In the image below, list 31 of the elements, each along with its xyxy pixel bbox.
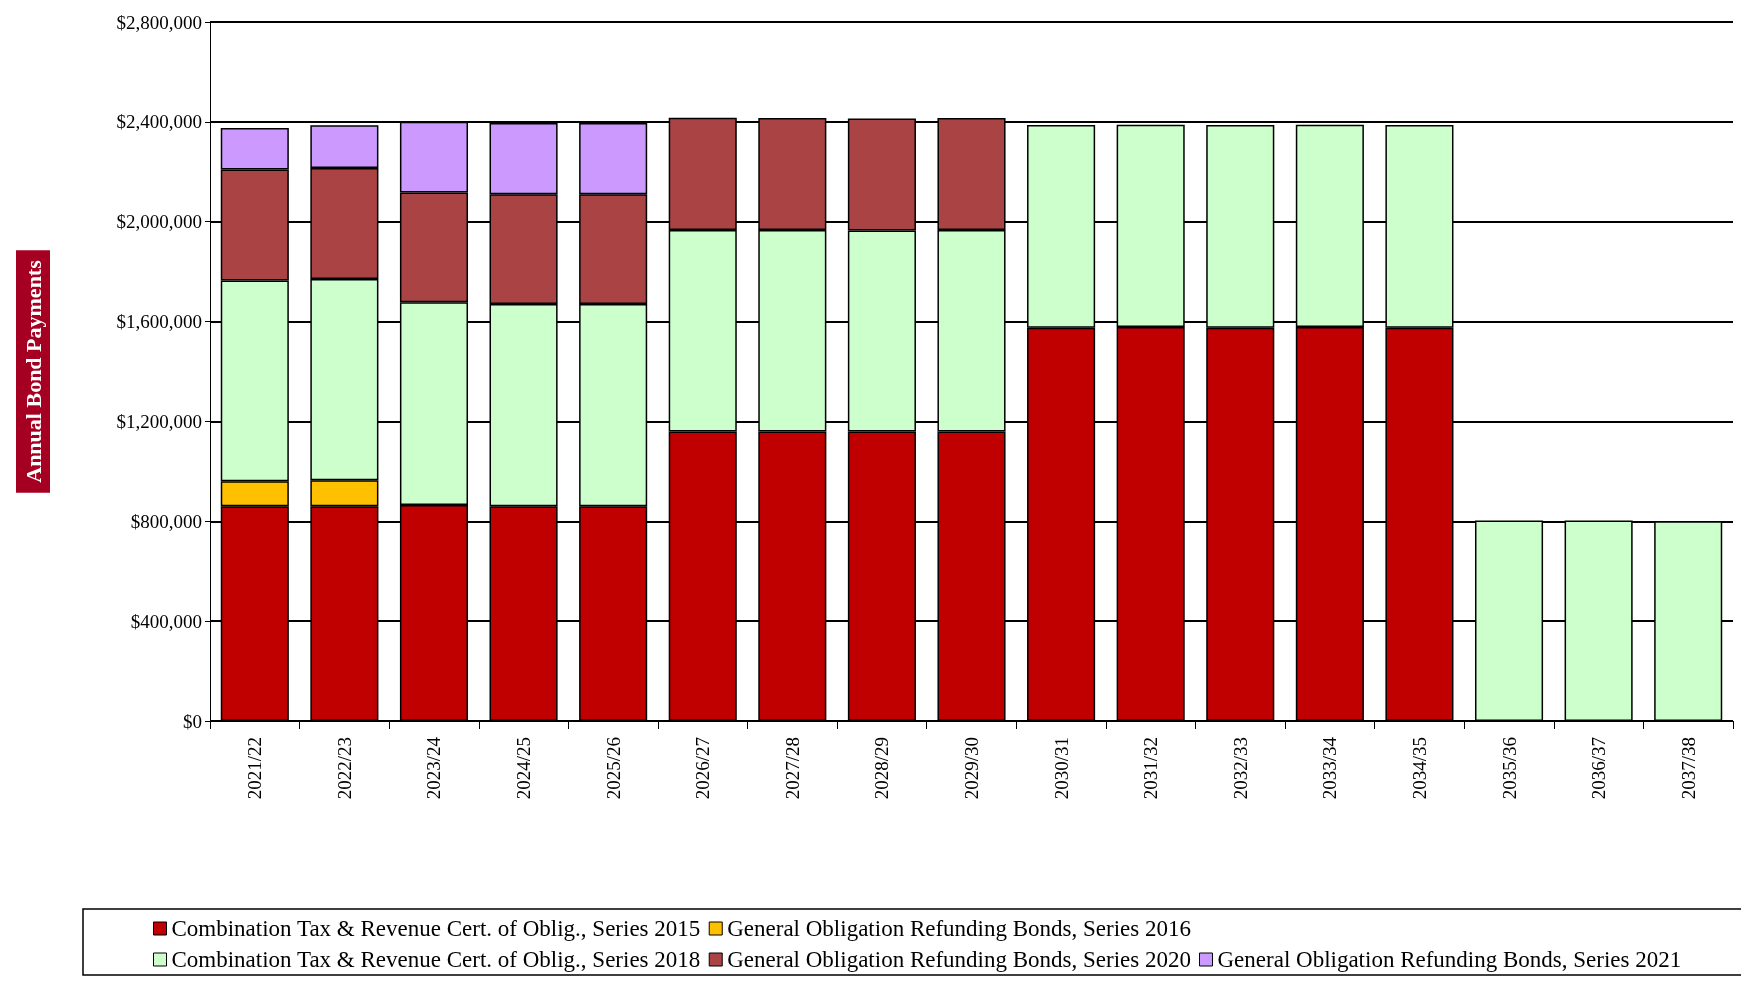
x-tick-label: 2027/28 (781, 737, 803, 800)
x-tick-label: 2035/36 (1498, 737, 1520, 800)
x-tick-label: 2025/26 (602, 737, 624, 800)
y-tick-label: $2,800,000 (116, 11, 202, 33)
y-tick-label: $1,200,000 (116, 410, 202, 432)
y-axis-title: Annual Bond Payments (20, 259, 46, 483)
x-tick-label: 2024/25 (513, 737, 535, 800)
legend-label: General Obligation Refunding Bonds, Series 2020 (727, 947, 1191, 972)
x-tick-label: 2022/23 (333, 737, 355, 800)
x-tick-label: 2032/33 (1229, 737, 1251, 800)
x-tick-label: 2031/32 (1140, 737, 1162, 800)
x-tick-label: 2021/22 (244, 737, 266, 800)
y-tick-label: $2,000,000 (116, 211, 202, 233)
y-tick-label: $1,600,000 (116, 311, 202, 333)
x-tick-label: 2028/29 (871, 737, 893, 800)
legend-label: Combination Tax & Revenue Cert. of Oblig., Series 2015 (171, 916, 701, 941)
y-tick-label: $800,000 (130, 510, 202, 532)
y-tick-label: $2,400,000 (116, 111, 202, 133)
y-tick-label: $0 (183, 710, 202, 732)
x-tick-label: 2033/34 (1319, 736, 1341, 800)
x-tick-label: 2029/30 (961, 737, 982, 800)
x-tick-label: 2034/35 (1408, 737, 1430, 800)
x-tick-label: 2023/24 (423, 736, 445, 800)
x-tick-label: 2026/27 (692, 737, 714, 800)
x-tick-label: 2036/37 (1588, 737, 1610, 800)
y-tick-label: $400,000 (130, 610, 202, 632)
legend-label: General Obligation Refunding Bonds, Series 2016 (727, 916, 1191, 941)
x-tick-label: 2030/31 (1050, 737, 1072, 800)
legend-label: Combination Tax & Revenue Cert. of Oblig., Series 2018 (171, 947, 701, 972)
x-tick-label: 2037/38 (1677, 737, 1699, 800)
legend-label: General Obligation Refunding Bonds, Series 2021 (1217, 947, 1682, 972)
